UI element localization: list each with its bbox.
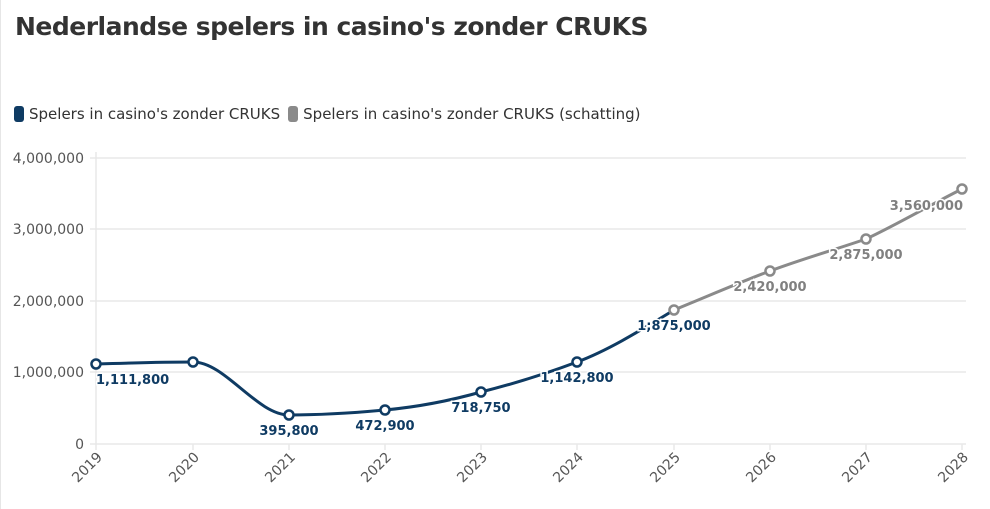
x-tick: 2020 <box>166 450 203 487</box>
data-label: 718,750 <box>451 401 510 416</box>
x-tick-marks <box>192 444 963 450</box>
data-point[interactable] <box>283 409 295 421</box>
series-estimate-line <box>673 187 963 312</box>
y-tick: 4,000,000 <box>13 151 84 167</box>
x-tick: 2022 <box>358 450 395 487</box>
data-point[interactable] <box>475 386 487 398</box>
data-point[interactable] <box>571 356 583 368</box>
series-actual-line <box>95 308 675 417</box>
x-tick: 2021 <box>262 450 299 487</box>
series-actual-points <box>90 356 583 421</box>
legend: Spelers in casino's zonder CRUKS Spelers… <box>14 105 649 123</box>
data-label: 1,142,800 <box>540 371 613 386</box>
data-point[interactable] <box>764 265 776 277</box>
x-tick: 2023 <box>454 450 491 487</box>
data-point[interactable] <box>668 304 680 316</box>
data-point[interactable] <box>956 183 968 195</box>
legend-item-estimate[interactable]: Spelers in casino's zonder CRUKS (schatt… <box>288 105 641 123</box>
y-tick: 3,000,000 <box>13 222 84 238</box>
y-axis: 4,000,000 3,000,000 2,000,000 1,000,000 … <box>13 151 84 453</box>
gridlines <box>90 152 966 450</box>
data-point[interactable] <box>379 404 391 416</box>
series-estimate-points <box>668 183 968 316</box>
data-label: 472,900 <box>355 419 414 434</box>
legend-label-actual: Spelers in casino's zonder CRUKS <box>29 105 281 123</box>
legend-swatch-estimate <box>288 106 299 122</box>
y-tick: 2,000,000 <box>13 294 84 310</box>
x-tick: 2025 <box>647 450 684 487</box>
data-point[interactable] <box>860 233 872 245</box>
data-label: 2,875,000 <box>829 248 902 263</box>
data-label: 1;875,000 <box>637 319 710 334</box>
y-tick: 1,000,000 <box>13 365 84 381</box>
y-tick: 0 <box>75 437 84 453</box>
legend-item-actual[interactable]: Spelers in casino's zonder CRUKS <box>14 105 280 123</box>
x-axis: 2019 2020 2021 2022 2023 2024 2025 2026 … <box>69 449 972 486</box>
data-label: 1,111,800 <box>96 373 169 388</box>
data-point[interactable] <box>90 358 102 370</box>
x-tick: 2024 <box>550 449 587 486</box>
chart-title: Nederlandse spelers in casino's zonder C… <box>15 12 649 41</box>
legend-swatch-actual <box>14 106 24 122</box>
x-tick: 2026 <box>743 449 780 486</box>
data-point[interactable] <box>187 356 199 368</box>
x-tick: 2027 <box>839 450 876 487</box>
x-tick: 2028 <box>935 450 972 487</box>
data-label: 2,420,000 <box>733 280 806 295</box>
data-labels-actual: 1,111,800 395,800 472,900 718,750 1,142,… <box>95 318 713 441</box>
x-tick: 2019 <box>69 450 106 487</box>
data-labels-estimate: 2,420,000 2,875,000 3,560,000 <box>732 198 965 297</box>
data-label: 395,800 <box>259 424 318 439</box>
legend-label-estimate: Spelers in casino's zonder CRUKS (schatt… <box>303 105 641 123</box>
data-label: 3,560,000 <box>890 199 963 214</box>
